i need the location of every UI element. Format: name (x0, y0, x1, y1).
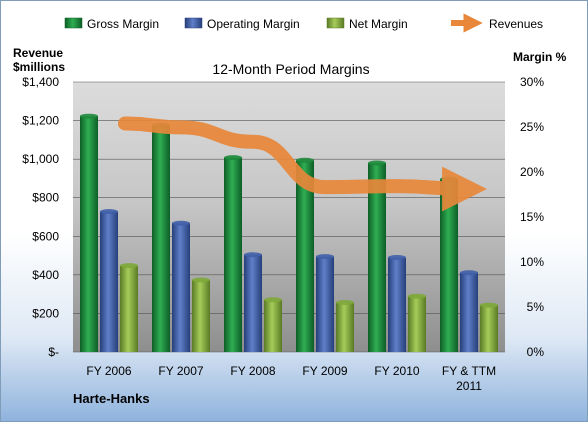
bar-top-operating-margin (460, 270, 478, 276)
bar-gross-margin (368, 163, 386, 352)
bar-top-net-margin (120, 263, 138, 269)
left-tick-label: $- (48, 345, 59, 359)
bar-top-operating-margin (100, 209, 118, 215)
legend-operating-margin: Operating Margin (207, 17, 300, 31)
bar-top-gross-margin (224, 155, 242, 161)
right-tick-label: 20% (520, 165, 544, 179)
chart-title: 12-Month Period Margins (212, 61, 369, 77)
bar-top-operating-margin (316, 254, 334, 260)
left-axis-title-line1: Revenue (13, 46, 63, 60)
bar-top-net-margin (192, 277, 210, 283)
right-tick-label: 5% (527, 300, 545, 314)
bar-top-operating-margin (244, 252, 262, 258)
legend-revenues: Revenues (489, 17, 543, 31)
company-label: Harte-Hanks (73, 391, 150, 406)
bar-operating-margin (100, 211, 118, 352)
bars (80, 113, 498, 352)
category-label: 2011 (456, 379, 482, 393)
bar-operating-margin (244, 254, 262, 352)
right-tick-label: 25% (520, 120, 544, 134)
bar-gross-margin (224, 157, 242, 352)
left-tick-label: $1,200 (22, 114, 59, 128)
bar-gross-margin (152, 125, 170, 352)
legend: Gross Margin Operating Margin Net Margin… (64, 13, 543, 33)
right-tick-label: 15% (520, 210, 544, 224)
bar-gross-margin (296, 160, 314, 352)
category-label: FY 2007 (158, 364, 203, 378)
bar-top-net-margin (264, 297, 282, 303)
bar-operating-margin (316, 256, 334, 352)
bar-top-net-margin (480, 302, 498, 308)
category-labels: FY 2006 FY 2007 FY 2008 FY 2009 FY 2010 FY & … (86, 364, 496, 393)
revenue-line (118, 116, 487, 212)
bar-top-gross-margin (368, 160, 386, 166)
right-tick-label: 30% (520, 75, 544, 89)
bar-top-gross-margin (296, 157, 314, 163)
left-tick-label: $200 (32, 306, 59, 320)
left-tick-label: $400 (32, 268, 59, 282)
category-label: FY & TTM (442, 364, 496, 378)
bar-top-net-margin (408, 293, 426, 299)
bar-net-margin (192, 280, 210, 352)
left-tick-label: $1,400 (22, 75, 59, 89)
category-label: FY 2009 (302, 364, 347, 378)
right-axis-title: Margin % (513, 50, 567, 64)
bar-top-operating-margin (388, 255, 406, 260)
legend-swatch-gross-margin (64, 17, 83, 29)
category-label: FY 2008 (230, 364, 275, 378)
left-tick-label: $800 (32, 191, 59, 205)
bar-net-margin (408, 296, 426, 352)
bar-operating-margin (460, 272, 478, 352)
bar-top-net-margin (336, 300, 354, 305)
left-tick-label: $600 (32, 229, 59, 243)
left-tick-label: $1,000 (22, 152, 59, 166)
right-tick-label: 10% (520, 255, 544, 269)
bar-net-margin (480, 305, 498, 352)
bar-operating-margin (388, 257, 406, 352)
revenue-line-path (118, 116, 487, 212)
legend-gross-margin: Gross Margin (87, 17, 159, 31)
category-label: FY 2006 (86, 364, 131, 378)
right-axis-ticks: 0% 5% 10% 15% 20% 25% 30% (520, 75, 544, 359)
bar-net-margin (120, 265, 138, 352)
bar-gross-margin (80, 116, 98, 352)
right-tick-label: 0% (527, 345, 545, 359)
legend-net-margin: Net Margin (349, 17, 408, 31)
bar-net-margin (336, 302, 354, 352)
bar-top-gross-margin (440, 176, 458, 182)
left-axis-ticks: $- $200 $400 $600 $800 $1,000 $1,200 $1,400 (22, 75, 59, 359)
bar-gross-margin (440, 179, 458, 352)
category-label: FY 2010 (374, 364, 419, 378)
bar-top-gross-margin (80, 113, 98, 119)
bar-net-margin (264, 299, 282, 352)
legend-swatch-operating-margin (184, 17, 203, 29)
legend-swatch-net-margin (326, 17, 345, 29)
left-axis-title-line2: $millions (13, 60, 65, 74)
bar-operating-margin (172, 223, 190, 352)
bar-top-operating-margin (172, 220, 190, 226)
